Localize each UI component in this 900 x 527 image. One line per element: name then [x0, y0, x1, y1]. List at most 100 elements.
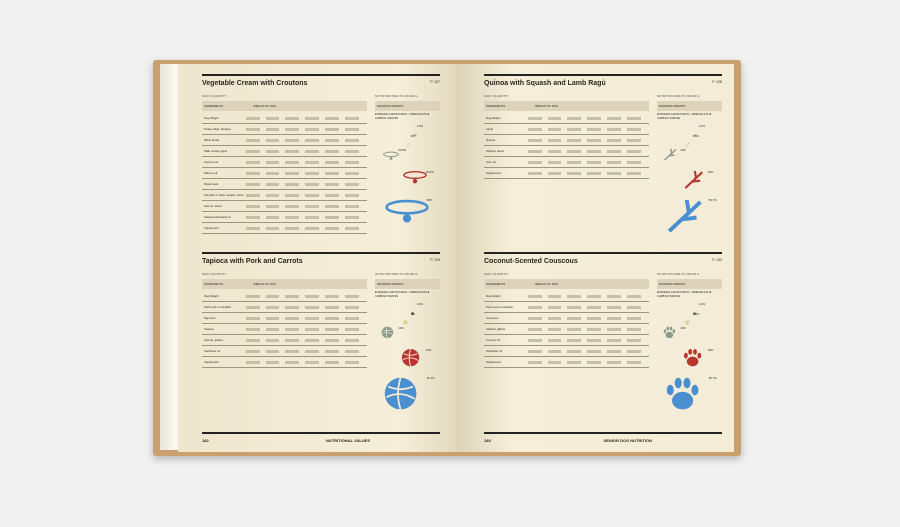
ingredient-name: Lamb [486, 127, 493, 131]
recipe-title: Tapioca with Pork and Carrots [202, 258, 303, 265]
percent-label: 1.0% [416, 302, 424, 306]
ball-icon [401, 348, 420, 372]
table-row: Supplement [484, 168, 649, 179]
collar-icon [411, 124, 419, 142]
page-footer: 183 SENIOR DOG NUTRITION [484, 432, 722, 443]
paw-icon [683, 348, 702, 372]
divider [202, 252, 440, 254]
page-ref: P. 127 [430, 80, 440, 84]
ingredient-name: Flaxseed (linseed) oil [204, 215, 231, 219]
table-row: Dog Weight [202, 291, 367, 302]
right-page: Quinoa with Squash and Lamb Ragù P. 128 D… [456, 64, 734, 452]
percent-label: 2.2% [698, 302, 706, 306]
table-row: White bread [202, 135, 367, 146]
ingredient-name: Pork neck or shoulder [486, 305, 514, 309]
table-row: Carrots, grated [202, 335, 367, 346]
ingredient-name: Dog Weight [486, 116, 501, 120]
percent-label: 2.2% [698, 124, 706, 128]
quantity-table: DAILY QUANTITY INGREDIENTS WEIGHT OF DOG … [484, 94, 649, 240]
percent-label: 60.1% [426, 376, 435, 380]
collar-icon [383, 198, 431, 232]
ingredient-name: Turkey thigh, skinless [204, 127, 231, 131]
percent-label: 25.0% [425, 170, 434, 174]
recipe: Vegetable Cream with Croutons P. 127 DAIL… [202, 74, 440, 240]
paw-icon [685, 312, 690, 330]
percent-label: 24% [425, 348, 432, 352]
table-label: DAILY QUANTITY [202, 94, 227, 98]
table-row: Supplement [202, 223, 367, 234]
stick-icon [685, 134, 691, 152]
macro-header: MACRONUTRIENTS [657, 101, 722, 111]
paw-icon [663, 326, 676, 344]
collar-icon [401, 170, 429, 191]
ingredient-name: Corn oil [486, 160, 496, 164]
legend: ■ MINERALS ■ PROTEINS □ FIBER ■ FATS ■ C… [657, 291, 712, 298]
paw-icon [693, 302, 697, 320]
table-row: Tapioca [202, 324, 367, 335]
percent-label: 26% [707, 348, 714, 352]
ingredient-name: Dog Weight [204, 116, 219, 120]
table-row: Lamb [484, 124, 649, 135]
table-row: Rolled oats [202, 179, 367, 190]
ingredient-name: Sunflower oil [204, 349, 221, 353]
recipe: Tapioca with Pork and Carrots P. 129 DAIL… [202, 252, 440, 418]
legend: ■ MINERALS ■ PROTEINS □ FIBER ■ FATS ■ C… [375, 113, 430, 120]
ingredient-name: Supplement [204, 226, 219, 230]
page-ref: P. 129 [430, 258, 440, 262]
divider [484, 252, 722, 254]
table-row: Pig's liver [202, 313, 367, 324]
ball-icon [403, 312, 408, 330]
nutrition-panel: NUTRITION PER 3½ OZ/100 G MACRONUTRIENTS… [657, 272, 722, 418]
table-row: Carrots, diced [202, 201, 367, 212]
column-header: WEIGHT OF DOG [535, 282, 559, 286]
table-row: Plain nonfat yogurt [202, 146, 367, 157]
page-ref: P. 128 [712, 80, 722, 84]
table-label: DAILY QUANTITY [202, 272, 227, 276]
macro-header: MACRONUTRIENTS [375, 101, 440, 111]
column-header: INGREDIENTS [486, 104, 506, 108]
percent-label: 10% [680, 326, 686, 330]
ingredient-name: Salmon oil [204, 171, 218, 175]
table-row: Salmon oil [202, 168, 367, 179]
page-number: 182 [202, 437, 209, 443]
table-row: Squash, diced [484, 146, 649, 157]
percent-label: 5.4% [692, 134, 700, 138]
divider [484, 74, 722, 76]
ingredient-name: Coconut oil [204, 160, 218, 164]
stick-icon [693, 124, 697, 142]
page-number: 183 [484, 437, 491, 443]
ingredient-name: Couscous [486, 316, 499, 320]
stick-icon [665, 198, 705, 238]
nutrition-label: NUTRITION PER 3½ OZ/100 G [657, 94, 700, 98]
quantity-table: DAILY QUANTITY INGREDIENTS WEIGHT OF DOG … [202, 272, 367, 418]
nutrition-panel: NUTRITION PER 3½ OZ/100 G MACRONUTRIENTS… [375, 94, 440, 240]
percent-label: 50% [426, 198, 433, 202]
ingredient-name: Squash, diced [486, 149, 504, 153]
ball-icon [383, 376, 418, 416]
ball-icon [381, 326, 394, 344]
percent-label: 3% [410, 312, 415, 316]
recipe: Coconut-Scented Couscous P. 133 DAILY QUA… [484, 252, 722, 418]
legend: ■ MINERALS ■ PROTEINS □ FIBER ■ FATS ■ C… [375, 291, 430, 298]
table-label: DAILY QUANTITY [484, 272, 509, 276]
collar-icon [403, 134, 413, 152]
percent-label: 56.7% [708, 376, 717, 380]
ingredient-name: Sunflower oil [486, 349, 503, 353]
ingredient-name: Carrots, diced [204, 204, 222, 208]
percent-label: 20.9% [398, 148, 407, 152]
recipe-title: Coconut-Scented Couscous [484, 258, 578, 265]
ingredient-name: Chicken giblets [486, 327, 505, 331]
nutrition-panel: NUTRITION PER 3½ OZ/100 G MACRONUTRIENTS… [657, 94, 722, 240]
legend: ■ MINERALS ■ PROTEINS □ FIBER ■ FATS ■ C… [657, 113, 712, 120]
column-header: INGREDIENTS [204, 104, 224, 108]
column-header: WEIGHT OF DOG [535, 104, 559, 108]
ingredient-name: Pig's liver [204, 316, 216, 320]
left-page: Vegetable Cream with Croutons P. 127 DAIL… [178, 64, 456, 452]
table-row: Quinoa [484, 135, 649, 146]
percent-label: 3% [410, 134, 415, 138]
ingredient-name: Pumpkin or other squash, diced [204, 193, 244, 197]
table-row: Coconut oil [484, 335, 649, 346]
nutrition-label: NUTRITION PER 3½ OZ/100 G [375, 94, 418, 98]
percent-label: 1.0% [416, 124, 424, 128]
nutrition-label: NUTRITION PER 3½ OZ/100 G [657, 272, 700, 276]
